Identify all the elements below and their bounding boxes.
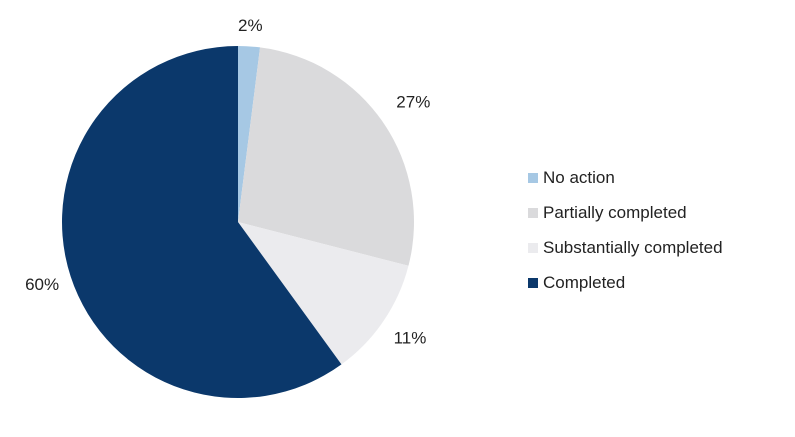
legend: No action Partially completed Substantia… [528,160,723,300]
legend-item-partially-completed: Partially completed [528,195,723,230]
legend-label: Substantially completed [543,237,723,257]
pie-data-label: 27% [396,92,430,111]
legend-item-substantially-completed: Substantially completed [528,230,723,265]
pie-slice-no-action [238,46,261,222]
pie-slices [62,46,414,398]
legend-swatch [528,242,538,253]
legend-swatch [528,277,538,288]
pie-labels: 2% 27% 11% 60% [25,16,430,347]
legend-swatch [528,207,538,218]
pie-slice-completed [62,46,342,398]
legend-label: Partially completed [543,202,687,222]
legend-item-no-action: No action [528,160,723,195]
legend-label: No action [543,167,615,187]
legend-label: Completed [543,272,626,292]
pie-slice-substantially-completed [238,222,409,365]
legend-swatch [528,172,538,183]
pie-data-label: 11% [394,328,427,347]
pie-data-label: 60% [25,275,59,294]
pie-slice-partially-completed [238,47,414,266]
legend-item-completed: Completed [528,265,723,300]
pie-data-label: 2% [238,16,263,35]
